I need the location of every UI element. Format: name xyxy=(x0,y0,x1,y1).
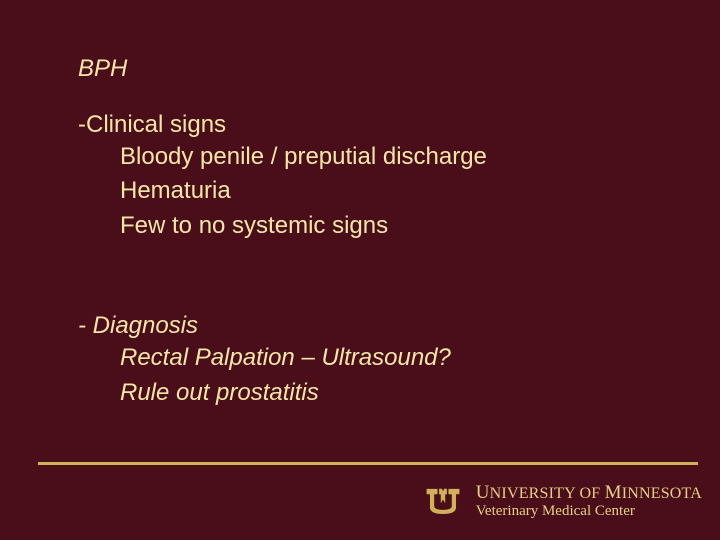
bullet-item: Rectal Palpation – Ultrasound? xyxy=(78,342,720,374)
section-heading: - Diagnosis xyxy=(78,312,720,340)
bullet-item: Few to no systemic signs xyxy=(78,210,720,242)
bullet-item: Bloody penile / preputial discharge xyxy=(78,141,720,173)
department-name: Veterinary Medical Center xyxy=(476,503,702,520)
university-name: UNIVERSITY OF MINNESOTA xyxy=(476,482,702,504)
section-heading: -Clinical signs xyxy=(78,111,720,139)
university-text: UNIVERSITY OF MINNESOTA Veterinary Medic… xyxy=(476,482,702,520)
bullet-item: Rule out prostatitis xyxy=(78,377,720,409)
footer: UNIVERSITY OF MINNESOTA Veterinary Medic… xyxy=(0,462,720,540)
slide-title: BPH xyxy=(78,55,720,83)
section-clinical-signs: -Clinical signs Bloody penile / preputia… xyxy=(78,111,720,242)
section-diagnosis: - Diagnosis Rectal Palpation – Ultrasoun… xyxy=(78,312,720,409)
footer-rule xyxy=(38,462,698,465)
bullet-item: Hematuria xyxy=(78,175,720,207)
footer-right: UNIVERSITY OF MINNESOTA Veterinary Medic… xyxy=(422,480,702,522)
slide: BPH -Clinical signs Bloody penile / prep… xyxy=(0,0,720,540)
university-logo-icon xyxy=(422,480,464,522)
